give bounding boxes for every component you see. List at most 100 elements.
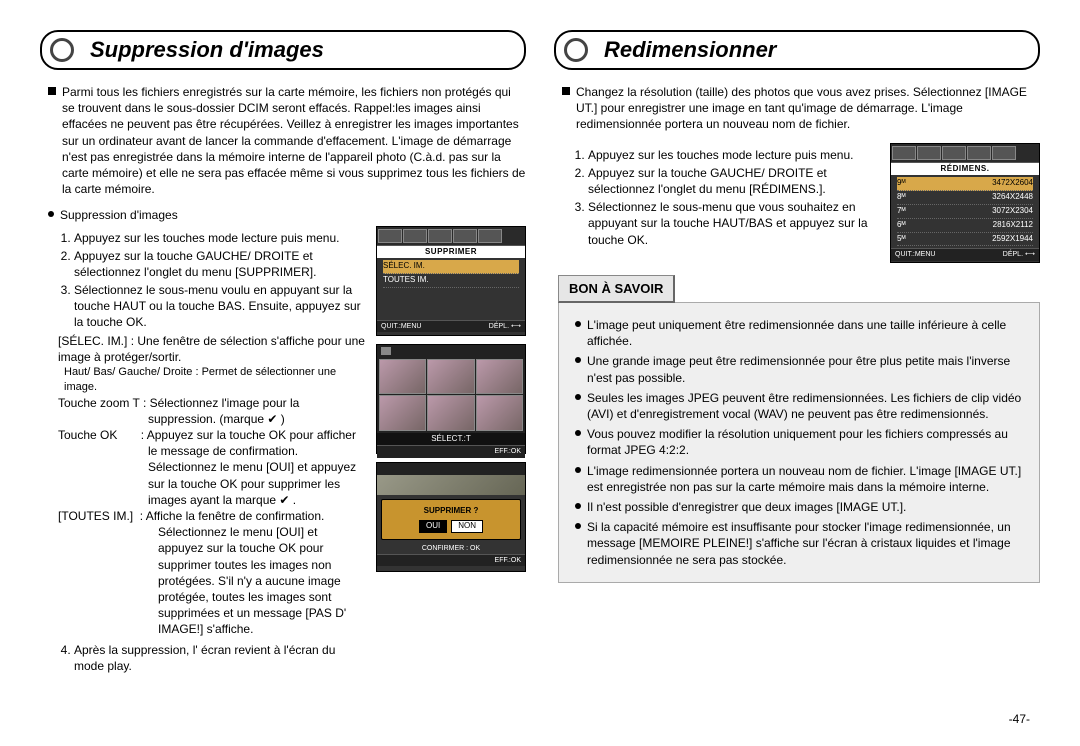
tab-icon <box>942 146 966 160</box>
tab-icon <box>967 146 991 160</box>
dot-bullet-icon <box>575 503 581 509</box>
manual-page: { "left": { "title": "Suppression d'imag… <box>0 0 1080 746</box>
thumbnail <box>427 395 474 431</box>
step-list: Appuyez sur les touches mode lecture pui… <box>558 147 880 250</box>
right-column: Redimensionner Changez la résolution (ta… <box>554 30 1040 726</box>
thumbnail <box>476 359 523 395</box>
select-label: SÉLECT.:T <box>377 433 525 446</box>
size-value: 3072X2304 <box>992 206 1033 217</box>
subhead: Suppression d'images <box>44 207 526 223</box>
step-list: Appuyez sur les touches mode lecture pui… <box>44 230 366 331</box>
section-header-left: Suppression d'images <box>40 30 526 70</box>
info-header: BON À SAVOIR <box>558 275 675 304</box>
ok-body: : Appuyez sur la touche OK pour afficher… <box>141 428 356 507</box>
dot-bullet-icon <box>575 357 581 363</box>
confirm-box: SUPPRIMER ? OUI NON <box>381 499 521 541</box>
page-number: -47- <box>554 712 1040 726</box>
dot-bullet-icon <box>575 523 581 529</box>
toutes-line: [TOUTES IM.] : Affiche la fenêtre de con… <box>58 508 366 638</box>
step-3: Sélectionnez le sous-menu que vous souha… <box>588 199 880 248</box>
bullet-text: L'image redimensionnée portera un nouvea… <box>587 464 1021 494</box>
size-label: 8ᴹ <box>897 192 906 203</box>
menu-item: 9ᴹ3472X2604 <box>897 177 1033 191</box>
tab-icon <box>992 146 1016 160</box>
image-preview <box>377 475 525 495</box>
info-box: L'image peut uniquement être redimension… <box>558 302 1040 583</box>
play-icon <box>381 347 391 355</box>
bullet-text: Si la capacité mémoire est insuffisante … <box>587 520 1011 566</box>
section-header-right: Redimensionner <box>554 30 1040 70</box>
thumbnail <box>476 395 523 431</box>
foot-right: EFF.:OK <box>495 447 521 456</box>
size-value: 3264X2448 <box>992 192 1033 203</box>
menu-footer: EFF.:OK <box>377 445 525 457</box>
info-bullet: Si la capacité mémoire est insuffisante … <box>573 519 1025 568</box>
dir-line: Haut/ Bas/ Gauche/ Droite : Permet de sé… <box>58 365 366 395</box>
step-4: Après la suppression, l' écran revient à… <box>74 642 366 674</box>
screenshot-supprimer-menu: SUPPRIMER SÉLEC. IM. TOUTES IM. QUIT.:ME… <box>376 226 526 336</box>
bullet-text: Il n'est possible d'enregistrer que deux… <box>587 500 906 514</box>
foot-right: EFF.:OK <box>495 556 521 565</box>
foot-left: QUIT.:MENU <box>895 250 935 259</box>
ok-line: Touche OK : Appuyez sur la touche OK pou… <box>58 427 366 508</box>
screenshot-thumbnail-grid: SÉLECT.:T EFF.:OK <box>376 344 526 454</box>
dot-bullet-icon <box>575 430 581 436</box>
toutes-label: [TOUTES IM.] <box>58 509 133 523</box>
menu-item: SÉLEC. IM. <box>383 260 519 274</box>
bullet-text: Une grande image peut être redimensionné… <box>587 354 1010 384</box>
tab-icon <box>917 146 941 160</box>
menu-item: TOUTES IM. <box>383 274 519 288</box>
intro-paragraph: Parmi tous les fichiers enregistrés sur … <box>44 84 526 197</box>
bullet-text: Seules les images JPEG peuvent être redi… <box>587 391 1021 421</box>
thumbnail <box>379 359 426 395</box>
section-title: Redimensionner <box>604 37 776 63</box>
size-label: 9ᴹ <box>897 178 906 189</box>
foot-right: DÉPL. ⟷ <box>1003 250 1035 259</box>
intro-text: Parmi tous les fichiers enregistrés sur … <box>62 85 525 196</box>
intro-paragraph: Changez la résolution (taille) des photo… <box>558 84 1040 133</box>
tab-icon <box>378 229 402 243</box>
step-2: Appuyez sur la touche GAUCHE/ DROITE et … <box>588 165 880 197</box>
info-bullet: Une grande image peut être redimensionné… <box>573 353 1025 385</box>
tab-row <box>377 227 525 246</box>
right-body: Changez la résolution (taille) des photo… <box>554 84 1040 583</box>
steps-row: Appuyez sur les touches mode lecture pui… <box>558 143 1040 263</box>
zoom-body: : Sélectionnez l'image pour la suppressi… <box>143 396 299 426</box>
confirm-buttons: OUI NON <box>388 520 514 533</box>
foot-right: DÉPL. ⟷ <box>489 322 521 331</box>
dot-bullet-icon <box>575 394 581 400</box>
steps-text: Appuyez sur les touches mode lecture pui… <box>44 226 366 676</box>
screenshot-confirm-dialog: SUPPRIMER ? OUI NON CONFIRMER : OK EFF.:… <box>376 462 526 572</box>
bullet-text: Vous pouvez modifier la résolution uniqu… <box>587 427 1008 457</box>
selec-line: [SÉLEC. IM.] : Une fenêtre de sélection … <box>58 333 366 365</box>
menu-title: RÉDIMENS. <box>891 163 1039 176</box>
left-body: Parmi tous les fichiers enregistrés sur … <box>40 84 526 676</box>
bullet-text: L'image peut uniquement être redimension… <box>587 318 1006 348</box>
steps-row: Appuyez sur les touches mode lecture pui… <box>44 226 526 676</box>
info-bullet: Seules les images JPEG peuvent être redi… <box>573 390 1025 422</box>
tab-icon <box>428 229 452 243</box>
info-bullet: Il n'est possible d'enregistrer que deux… <box>573 499 1025 515</box>
step-list-2: Après la suppression, l' écran revient à… <box>44 642 366 674</box>
dot-bullet-icon <box>48 211 54 217</box>
step-1: Appuyez sur les touches mode lecture pui… <box>74 230 366 246</box>
menu-item: 6ᴹ2816X2112 <box>897 219 1033 233</box>
thumbnail <box>379 395 426 431</box>
confirm-question: SUPPRIMER ? <box>388 506 514 517</box>
tab-icon <box>892 146 916 160</box>
foot-left: QUIT.:MENU <box>381 322 421 331</box>
size-value: 2592X1944 <box>992 234 1033 245</box>
no-button: NON <box>451 520 483 533</box>
menu-list: SÉLEC. IM. TOUTES IM. <box>377 258 525 290</box>
step-2: Appuyez sur la touche GAUCHE/ DROITE et … <box>74 248 366 280</box>
step-3: Sélectionnez le sous-menu voulu en appuy… <box>74 282 366 331</box>
step-1: Appuyez sur les touches mode lecture pui… <box>588 147 880 163</box>
top-bar <box>377 345 525 357</box>
selec-block: [SÉLEC. IM.] : Une fenêtre de sélection … <box>44 333 366 638</box>
section-title: Suppression d'images <box>90 37 324 63</box>
square-bullet-icon <box>562 87 570 95</box>
screenshot-stack: SUPPRIMER SÉLEC. IM. TOUTES IM. QUIT.:ME… <box>376 226 526 572</box>
thumbnail <box>427 359 474 395</box>
size-label: 5ᴹ <box>897 234 906 245</box>
tab-icon <box>453 229 477 243</box>
